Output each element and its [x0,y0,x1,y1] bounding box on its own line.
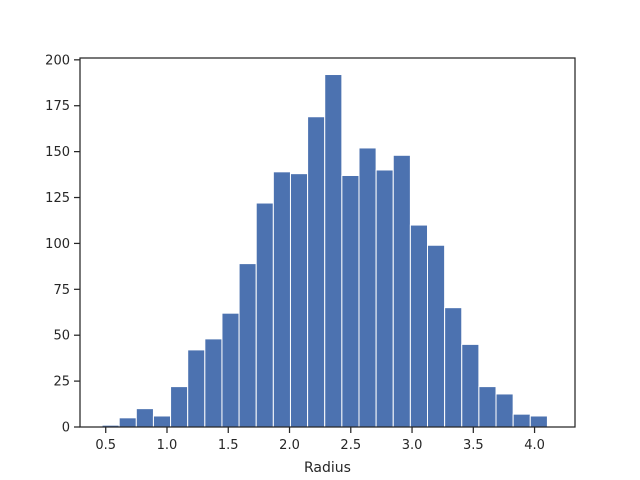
histogram-bar [255,202,274,428]
y-tick-label: 0 [62,421,70,436]
bars-group [101,74,548,428]
histogram-bar [512,413,531,428]
histogram-bar [272,171,291,428]
y-tick-label: 150 [45,145,70,160]
x-tick-label: 0.5 [95,438,116,453]
x-tick-label: 2.0 [279,438,300,453]
histogram-bar [375,169,394,428]
y-tick-label: 75 [53,283,70,298]
x-axis-label: Radius [304,460,351,476]
histogram-bar [392,154,411,428]
histogram-bar [324,74,343,428]
histogram-bar [358,147,377,428]
x-tick-label: 2.5 [340,438,361,453]
plot-frame [79,57,576,428]
histogram-bar [495,393,514,428]
histogram-bar [427,244,446,428]
x-tick-label: 1.5 [218,438,239,453]
y-tick-label: 50 [53,329,70,344]
histogram-bar [529,415,548,428]
histogram-bar [409,224,429,428]
y-axis-ticks: 0 25 50 75 100 125 150 175 200 [45,53,80,436]
histogram-bar [135,408,154,428]
histogram-bar [289,173,309,428]
x-tick-label: 3.5 [463,438,484,453]
histogram-bar [444,307,463,428]
y-tick-label: 175 [45,99,70,114]
histogram-bar [118,417,137,428]
histogram-bar [187,349,206,428]
x-tick-label: 4.0 [524,438,545,453]
y-tick-label: 200 [45,53,70,68]
histogram-bar [170,386,189,428]
histogram-bar [221,312,240,428]
histogram-bar [238,263,257,428]
x-tick-label: 1.0 [157,438,178,453]
x-axis-ticks: 0.5 1.0 1.5 2.0 2.5 3.0 3.5 4.0 [95,427,545,453]
histogram-bar [478,386,497,428]
histogram-bar [341,174,360,428]
histogram-bar [307,116,326,428]
y-tick-label: 25 [53,375,70,390]
histogram-bar [204,338,223,428]
histogram-bar [152,415,172,428]
histogram-bar [461,343,480,428]
x-tick-label: 3.0 [402,438,423,453]
y-tick-label: 100 [45,237,70,252]
y-tick-label: 125 [45,191,70,206]
